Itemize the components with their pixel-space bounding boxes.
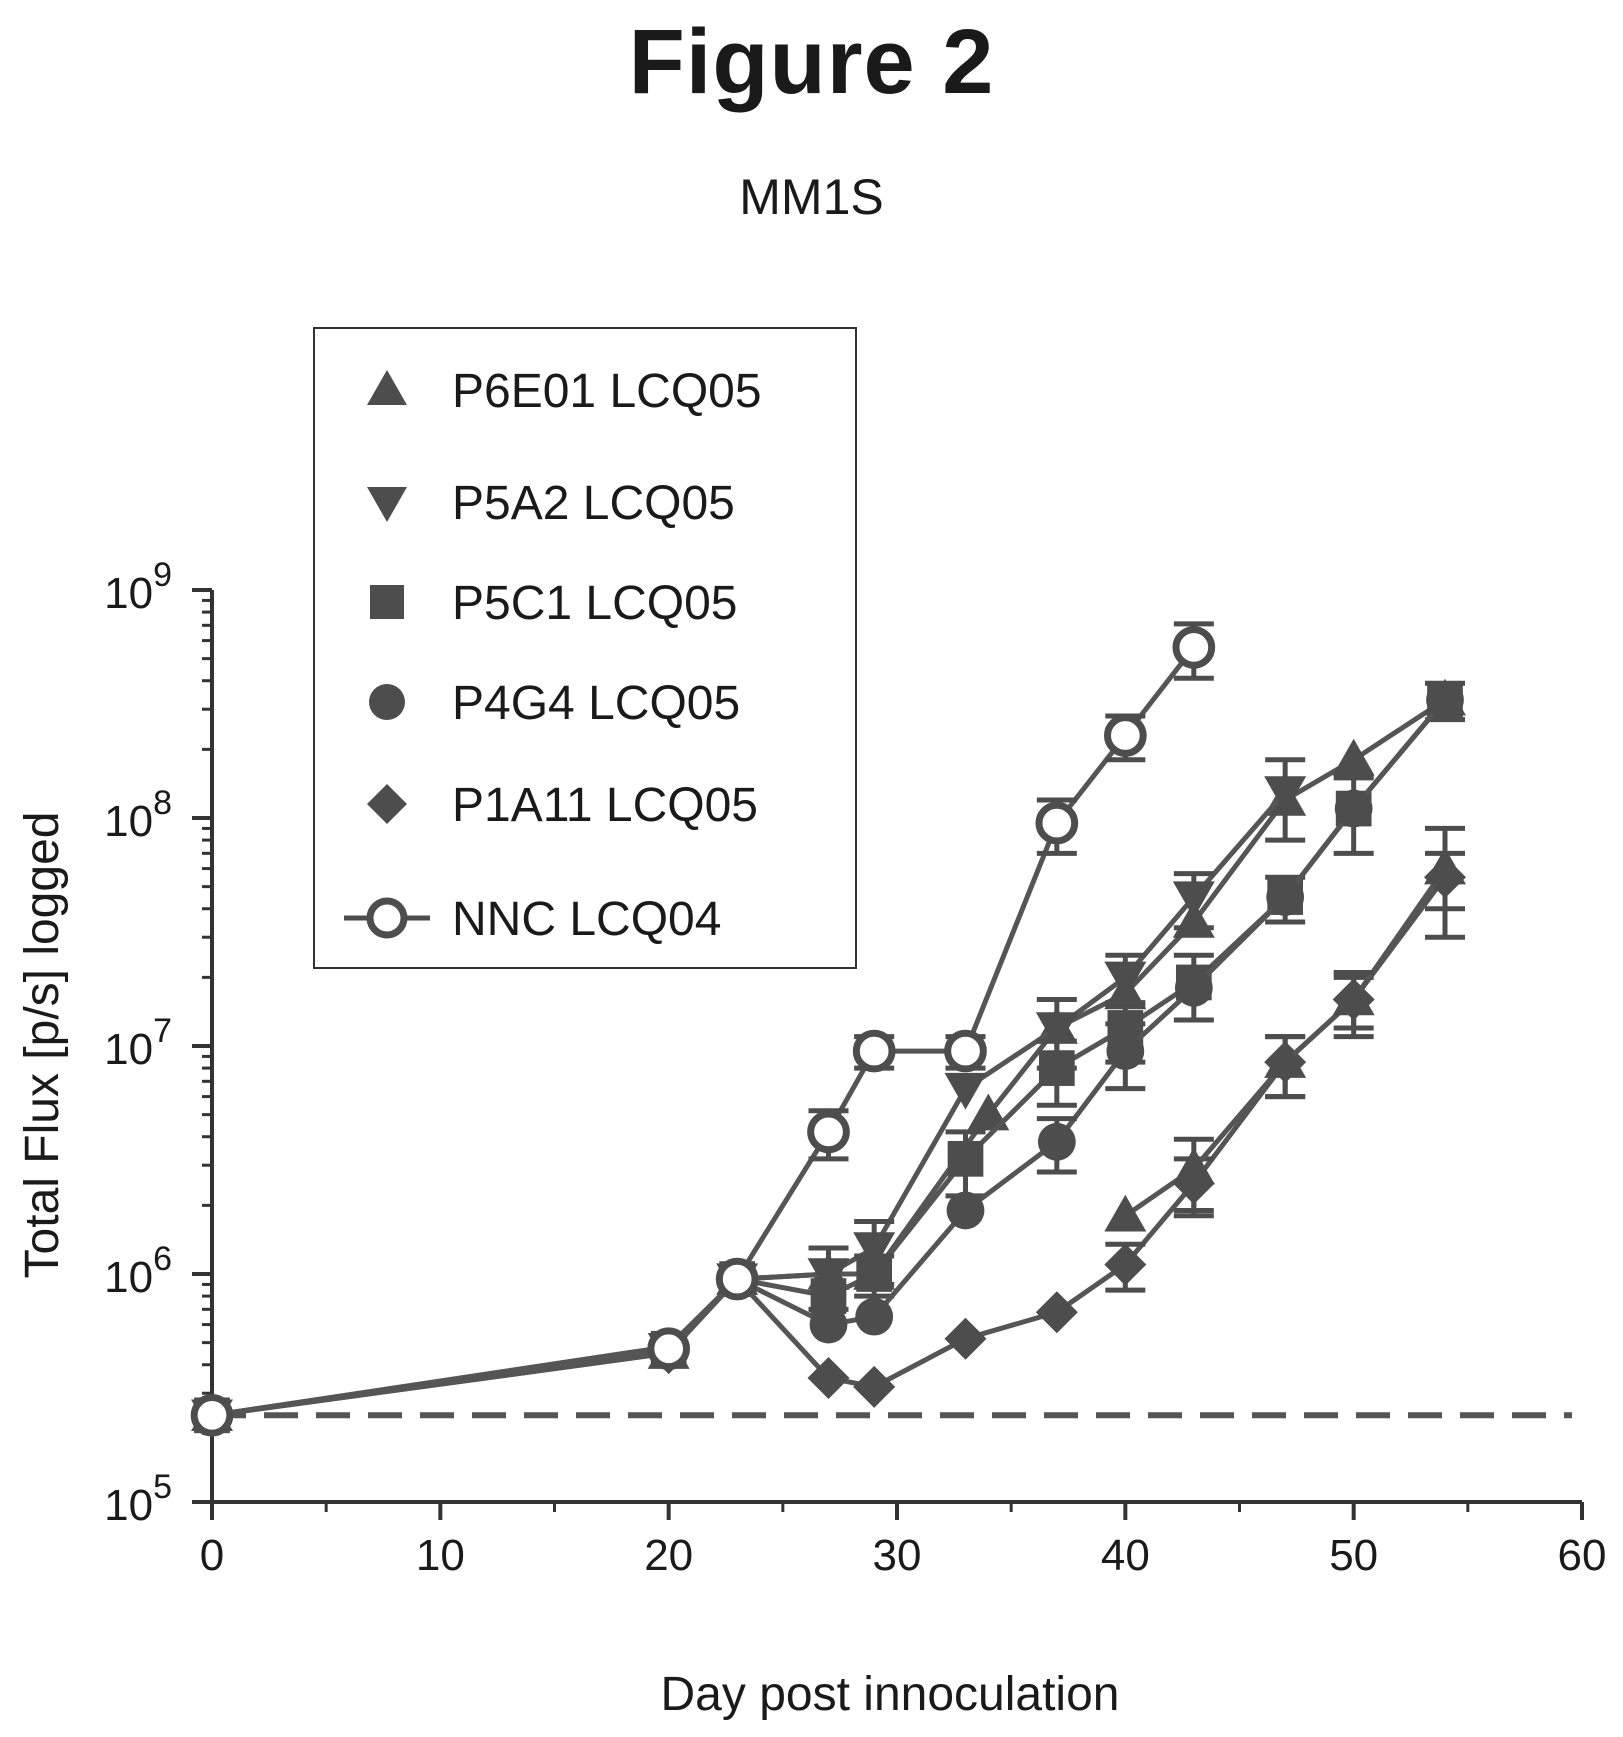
legend-box — [313, 327, 857, 969]
data-point — [1264, 1041, 1307, 1078]
legend-label: NNC LCQ04 — [452, 893, 721, 946]
data-point — [1037, 1122, 1076, 1161]
legend-label: P1A11 LCQ05 — [452, 779, 758, 832]
data-point — [853, 1365, 896, 1408]
data-point — [1103, 714, 1147, 757]
y-tick-label: 106 — [104, 1240, 172, 1302]
x-tick-label: 0 — [200, 1531, 224, 1580]
y-tick-label: 108 — [104, 784, 172, 846]
data-point — [1266, 878, 1305, 916]
legend-label: P4G4 LCQ05 — [452, 677, 740, 730]
x-tick-label: 10 — [416, 1531, 465, 1580]
y-tick-label: 107 — [104, 1012, 172, 1074]
data-point — [1038, 1050, 1075, 1086]
data-point — [1035, 801, 1079, 845]
data-point — [944, 1029, 987, 1073]
data-point — [856, 1256, 893, 1292]
data-point — [1424, 847, 1466, 885]
data-point — [1334, 789, 1373, 828]
data-point — [855, 1297, 894, 1336]
data-point — [967, 1093, 1010, 1131]
chart-title: MM1S — [739, 169, 884, 225]
legend-item-3: P4G4 LCQ05 — [369, 677, 740, 730]
x-tick-label: 60 — [1558, 1531, 1607, 1580]
data-point — [1172, 1147, 1215, 1185]
y-tick-label: 105 — [104, 1468, 172, 1530]
data-point — [1104, 1194, 1147, 1232]
data-point — [809, 1305, 848, 1344]
legend-item-5: NNC LCQ04 — [344, 893, 721, 946]
x-tick-label: 20 — [644, 1531, 693, 1580]
legend-marker — [367, 487, 407, 522]
legend-marker — [370, 585, 404, 619]
data-point — [944, 1317, 987, 1360]
data-point — [946, 1191, 985, 1230]
legend-marker — [369, 684, 405, 720]
y-axis-label: Total Flux [p/s] logged — [16, 812, 69, 1279]
figure-title: Figure 2 — [628, 11, 995, 113]
legend-label: P5C1 LCQ05 — [452, 577, 738, 630]
legend: P6E01 LCQ05 P5A2 LCQ05 P5C1 LCQ05 P4G4 LCQ0… — [313, 327, 857, 969]
data-point — [1035, 1012, 1078, 1049]
legend-item-2: P5C1 LCQ05 — [370, 577, 738, 630]
series-5 — [190, 621, 1216, 1437]
data-point — [1264, 776, 1307, 814]
data-point — [852, 1029, 896, 1073]
legend-item-1: P5A2 LCQ05 — [367, 477, 735, 530]
data-point — [715, 1257, 759, 1301]
data-point — [190, 1393, 234, 1437]
data-point — [947, 1140, 984, 1177]
data-point — [1172, 626, 1216, 669]
data-point — [1332, 738, 1375, 776]
legend-item-4: P1A11 LCQ05 — [367, 779, 758, 832]
data-point — [853, 1232, 896, 1270]
legend-marker — [366, 897, 408, 939]
x-tick-label: 30 — [873, 1531, 922, 1580]
data-point — [1035, 1291, 1078, 1334]
data-point — [807, 1356, 850, 1399]
legend-item-0: P6E01 LCQ05 — [367, 365, 762, 418]
data-point — [944, 1072, 987, 1110]
axes-group: 0 10 20 30 40 50 60 105 106 107 108 109 — [104, 556, 1606, 1580]
legend-label: P6E01 LCQ05 — [452, 365, 762, 418]
data-point — [1104, 1243, 1147, 1286]
data-point — [1106, 1032, 1145, 1070]
series-extra-triangles — [1104, 825, 1466, 1232]
data-point — [807, 1258, 850, 1295]
legend-label: P5A2 LCQ05 — [452, 477, 735, 530]
data-point — [647, 1327, 691, 1371]
data-point — [807, 1110, 850, 1154]
legend-marker — [367, 370, 407, 405]
series-group — [190, 621, 1466, 1437]
data-point — [1332, 978, 1375, 1016]
data-point — [1104, 961, 1147, 999]
x-axis-label: Day post innoculation — [661, 1668, 1120, 1721]
data-point — [1426, 680, 1464, 719]
x-tick-label: 50 — [1329, 1531, 1378, 1580]
legend-marker — [367, 784, 407, 824]
data-point — [1172, 881, 1215, 919]
data-point — [1174, 968, 1213, 1007]
x-tick-label: 40 — [1101, 1531, 1150, 1580]
y-tick-label: 109 — [104, 556, 172, 618]
